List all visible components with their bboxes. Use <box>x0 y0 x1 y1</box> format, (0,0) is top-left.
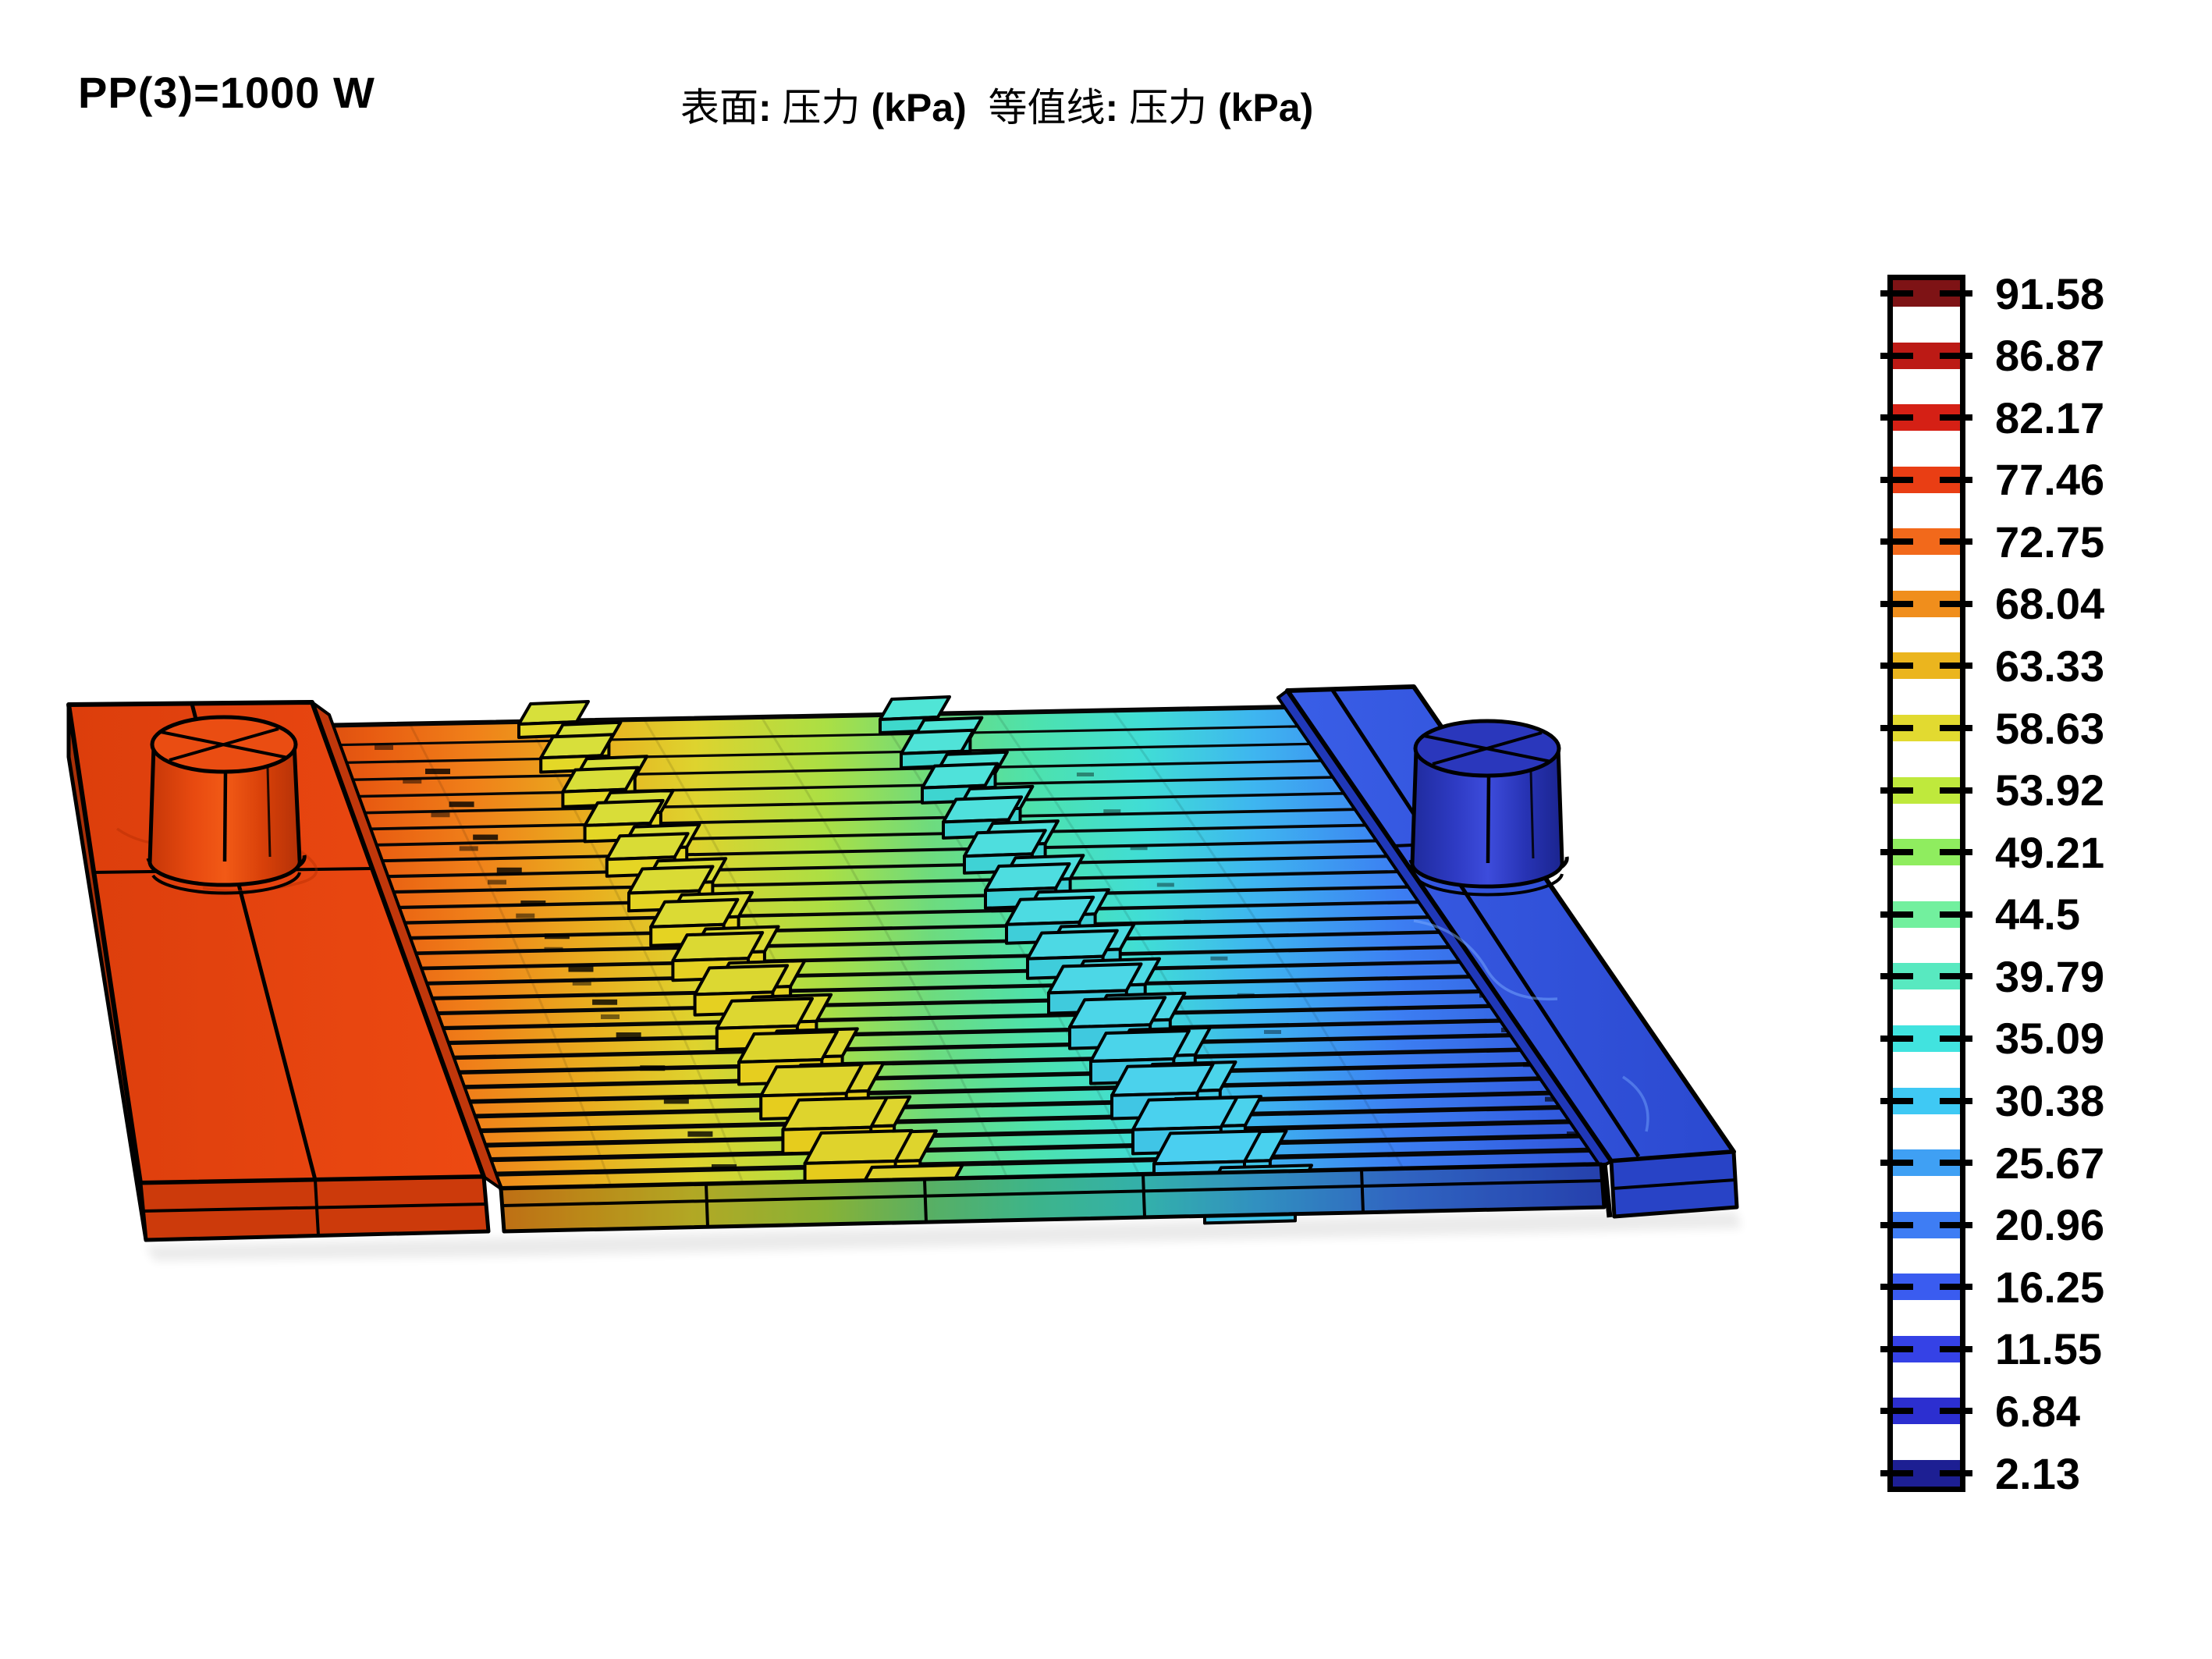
outlet-manifold <box>1276 684 1739 1219</box>
legend-tick-right <box>1940 1284 1972 1291</box>
channel-plate-front-face <box>499 1162 1607 1234</box>
legend-tick-right <box>1940 414 1972 421</box>
legend-value-label: 16.25 <box>1995 1262 2105 1312</box>
legend-value-label: 20.96 <box>1995 1200 2105 1250</box>
legend-tick-right <box>1940 476 1972 483</box>
legend-tick-left <box>1880 1097 1913 1104</box>
plot-title-segment: (kPa) <box>871 86 967 130</box>
legend-tick-left <box>1880 1160 1913 1167</box>
legend-value-label: 77.46 <box>1995 455 2105 505</box>
legend-value-label: 68.04 <box>1995 579 2105 629</box>
legend-tick-left <box>1880 476 1913 483</box>
parameter-title: PP(3)=1000 W <box>78 68 375 117</box>
plot-title: 表面: 压力 (kPa) 等值线: 压力 (kPa) <box>680 76 1313 133</box>
legend-value-label: 72.75 <box>1995 517 2105 567</box>
legend-tick-left <box>1880 787 1913 794</box>
plot-title-segment: 表面 <box>680 86 758 130</box>
legend-tick-left <box>1880 290 1913 297</box>
legend-value-label: 44.5 <box>1995 890 2080 940</box>
legend-tick-left <box>1880 352 1913 359</box>
legend-tick-right <box>1940 849 1972 856</box>
legend-value-label: 86.87 <box>1995 331 2105 381</box>
legend-tick-right <box>1940 352 1972 359</box>
legend-value-label: 25.67 <box>1995 1138 2105 1188</box>
inlet-port-cylinder <box>146 715 307 895</box>
plot-title-segment: 压力 <box>782 86 872 130</box>
legend-tick-left <box>1880 849 1913 856</box>
legend-value-label: 53.92 <box>1995 766 2105 815</box>
model-shadow <box>145 1211 1742 1261</box>
outlet-port-cylinder <box>1408 719 1569 897</box>
legend-tick-right <box>1940 1470 1972 1476</box>
plot-title-segment: 等值线 <box>988 86 1106 130</box>
legend-tick-left <box>1880 1221 1913 1228</box>
legend-tick-right <box>1940 911 1972 918</box>
legend-tick-right <box>1940 1408 1972 1415</box>
legend-value-label: 2.13 <box>1995 1448 2080 1498</box>
legend-tick-right <box>1940 725 1972 732</box>
legend-tick-left <box>1880 538 1913 545</box>
legend-tick-left <box>1880 1284 1913 1291</box>
legend-value-label: 11.55 <box>1995 1324 2103 1374</box>
legend-tick-right <box>1940 1097 1972 1104</box>
legend-value-label: 6.84 <box>1995 1386 2080 1436</box>
legend-tick-left <box>1880 663 1913 670</box>
legend-value-label: 39.79 <box>1995 951 2105 1001</box>
legend-value-label: 58.63 <box>1995 703 2105 753</box>
legend-tick-left <box>1880 911 1913 918</box>
legend-tick-left <box>1880 1035 1913 1042</box>
legend-tick-left <box>1880 1345 1913 1352</box>
legend-tick-right <box>1940 290 1972 297</box>
legend-tick-left <box>1880 1470 1913 1476</box>
legend-tick-right <box>1940 1345 1972 1352</box>
microchannel-lines <box>320 725 1592 1177</box>
legend-value-label: 82.17 <box>1995 393 2105 442</box>
legend-value-label: 49.21 <box>1995 827 2105 877</box>
plot-title-segment: (kPa) <box>1217 86 1314 130</box>
legend-tick-right <box>1940 1035 1972 1042</box>
legend-value-label: 63.33 <box>1995 641 2105 691</box>
plot-title-segment: : <box>758 86 783 130</box>
plot-title-segment: 压力 <box>1129 86 1218 130</box>
legend-value-label: 35.09 <box>1995 1014 2105 1064</box>
legend-value-label: 91.58 <box>1995 268 2105 318</box>
legend-tick-right <box>1940 538 1972 545</box>
legend-frame <box>1887 275 1965 1492</box>
plot-title-segment: : <box>1105 86 1130 130</box>
legend-tick-left <box>1880 973 1913 980</box>
legend-tick-left <box>1880 725 1913 732</box>
legend-tick-right <box>1940 787 1972 794</box>
legend-tick-left <box>1880 414 1913 421</box>
legend-tick-left <box>1880 600 1913 607</box>
legend-tick-right <box>1940 663 1972 670</box>
legend-value-label: 30.38 <box>1995 1076 2105 1126</box>
legend-tick-right <box>1940 1160 1972 1167</box>
legend-tick-right <box>1940 1221 1972 1228</box>
legend-tick-right <box>1940 600 1972 607</box>
legend-tick-left <box>1880 1408 1913 1415</box>
legend-tick-right <box>1940 973 1972 980</box>
inlet-manifold <box>66 700 503 1242</box>
